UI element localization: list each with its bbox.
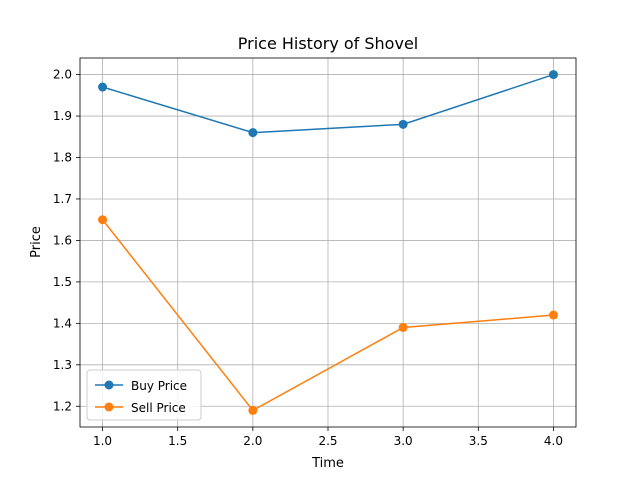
x-tick-label: 3.0 xyxy=(394,434,413,448)
grid xyxy=(80,58,576,427)
data-point-sell-price xyxy=(548,310,558,320)
series-line-sell-price xyxy=(101,219,554,412)
y-tick-label: 1.9 xyxy=(53,109,72,123)
axis-ticks: 1.0 1.5 2.0 2.5 3.0 3.5 4.0 1.2 1.3 1.4 1.5 1.6 1.7 1… xyxy=(53,68,563,448)
data-point-sell-price xyxy=(398,322,408,332)
x-tick-label: 4.0 xyxy=(544,434,563,448)
y-tick-label: 1.3 xyxy=(53,358,72,372)
data-point-sell-price xyxy=(248,405,258,415)
y-tick-label: 1.2 xyxy=(53,399,72,413)
legend-label-buy-price: Buy Price xyxy=(131,379,187,393)
plot-frame xyxy=(79,57,577,428)
legend-marker-buy-price xyxy=(104,380,114,390)
y-tick-label: 2.0 xyxy=(53,68,72,82)
x-tick-label: 3.5 xyxy=(469,434,488,448)
y-tick-label: 1.4 xyxy=(53,316,72,330)
x-tick-label: 2.5 xyxy=(318,434,337,448)
data-point-buy-price xyxy=(548,70,558,80)
y-tick-label: 1.7 xyxy=(53,192,72,206)
x-tick-label: 2.0 xyxy=(243,434,262,448)
data-point-buy-price xyxy=(248,128,258,138)
data-point-buy-price xyxy=(98,82,108,92)
legend-marker-sell-price xyxy=(104,402,114,412)
legend: Buy Price Sell Price xyxy=(86,369,202,421)
y-tick-label: 1.6 xyxy=(53,233,72,247)
chart-title: Price History of Shovel xyxy=(238,34,418,53)
y-tick-label: 1.8 xyxy=(53,151,72,165)
data-point-buy-price xyxy=(398,119,408,129)
y-axis-label: Price xyxy=(29,226,44,258)
data-series xyxy=(98,70,558,415)
series-line-buy-price xyxy=(102,73,554,134)
legend-label-sell-price: Sell Price xyxy=(131,401,186,415)
x-tick-label: 1.0 xyxy=(93,434,112,448)
data-point-sell-price xyxy=(98,215,108,225)
x-axis-label: Time xyxy=(311,456,344,471)
y-tick-label: 1.5 xyxy=(53,275,72,289)
x-tick-label: 1.5 xyxy=(168,434,187,448)
